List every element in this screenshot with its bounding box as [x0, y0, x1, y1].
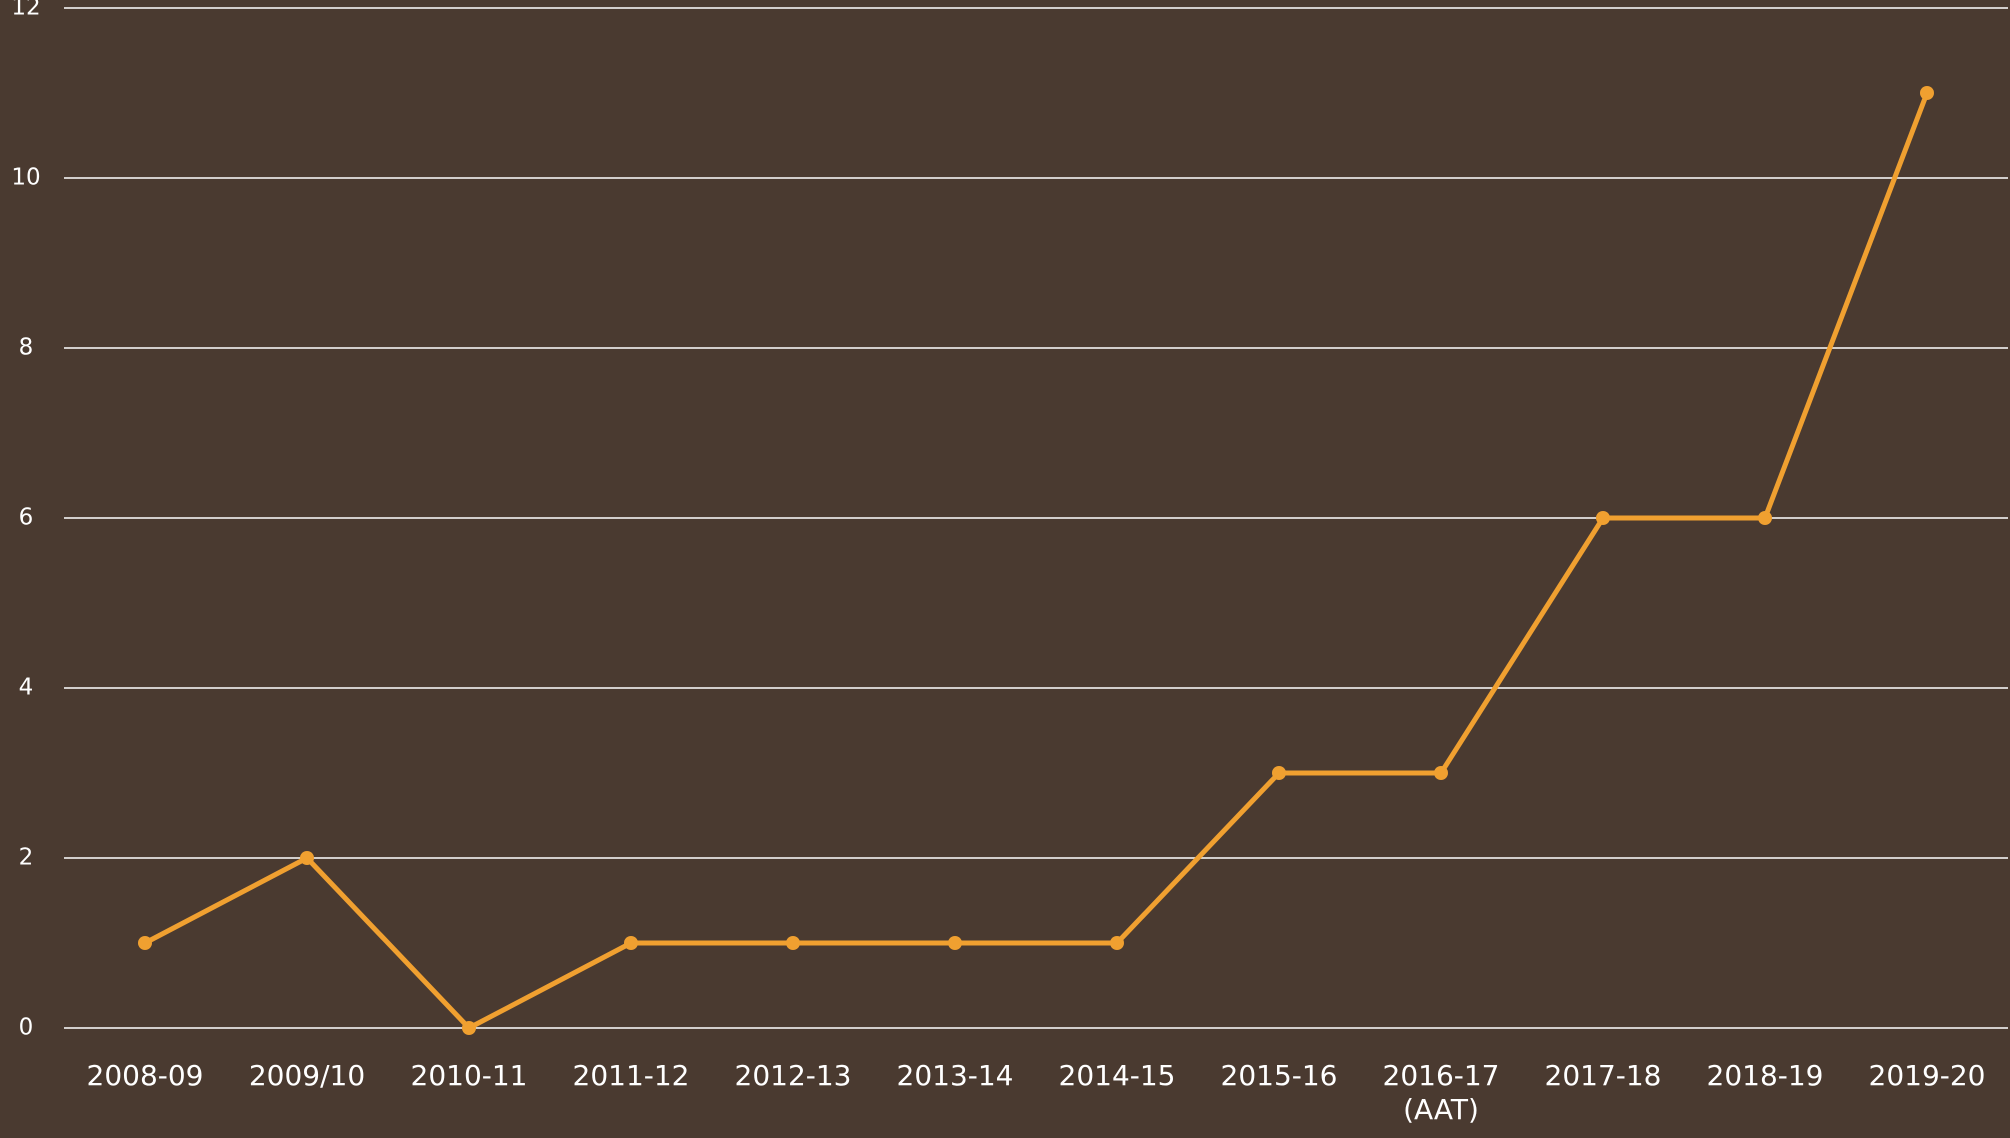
x-tick-label: 2010-11	[410, 1059, 528, 1092]
point	[948, 936, 962, 950]
x-tick-label: 2017-18	[1544, 1059, 1662, 1092]
point	[1434, 766, 1448, 780]
x-tick-label: 2012-13	[734, 1059, 852, 1092]
x-tick-label: 2011-12	[572, 1059, 690, 1092]
point	[1110, 936, 1124, 950]
point	[138, 936, 152, 950]
point	[462, 1021, 476, 1035]
x-tick-label: 2015-16	[1220, 1059, 1338, 1092]
line	[143, 92, 1930, 1031]
x-tick-label: 2019-20	[1868, 1059, 1986, 1092]
y-tick-label: 0	[19, 1015, 34, 1041]
y-tick-label: 12	[11, 0, 40, 21]
point	[1758, 511, 1772, 525]
point	[1596, 511, 1610, 525]
x-tick-label: 2013-14	[896, 1059, 1014, 1092]
y-tick-label: 4	[19, 675, 34, 701]
point	[1272, 766, 1286, 780]
point	[786, 936, 800, 950]
y-tick-label: 6	[19, 505, 34, 531]
x-tick-label: 2008-09	[86, 1059, 204, 1092]
y-tick-label: 2	[19, 845, 34, 871]
y-tick-label: 10	[11, 165, 40, 191]
point	[300, 851, 314, 865]
x-tick-label: 2018-19	[1706, 1059, 1824, 1092]
x-tick-label: 2009/10	[248, 1059, 366, 1092]
point	[624, 936, 638, 950]
x-tick-label: 2016-17 (AAT)	[1382, 1059, 1500, 1126]
y-tick-label: 8	[19, 335, 34, 361]
point	[1920, 86, 1934, 100]
x-tick-label: 2014-15	[1058, 1059, 1176, 1092]
